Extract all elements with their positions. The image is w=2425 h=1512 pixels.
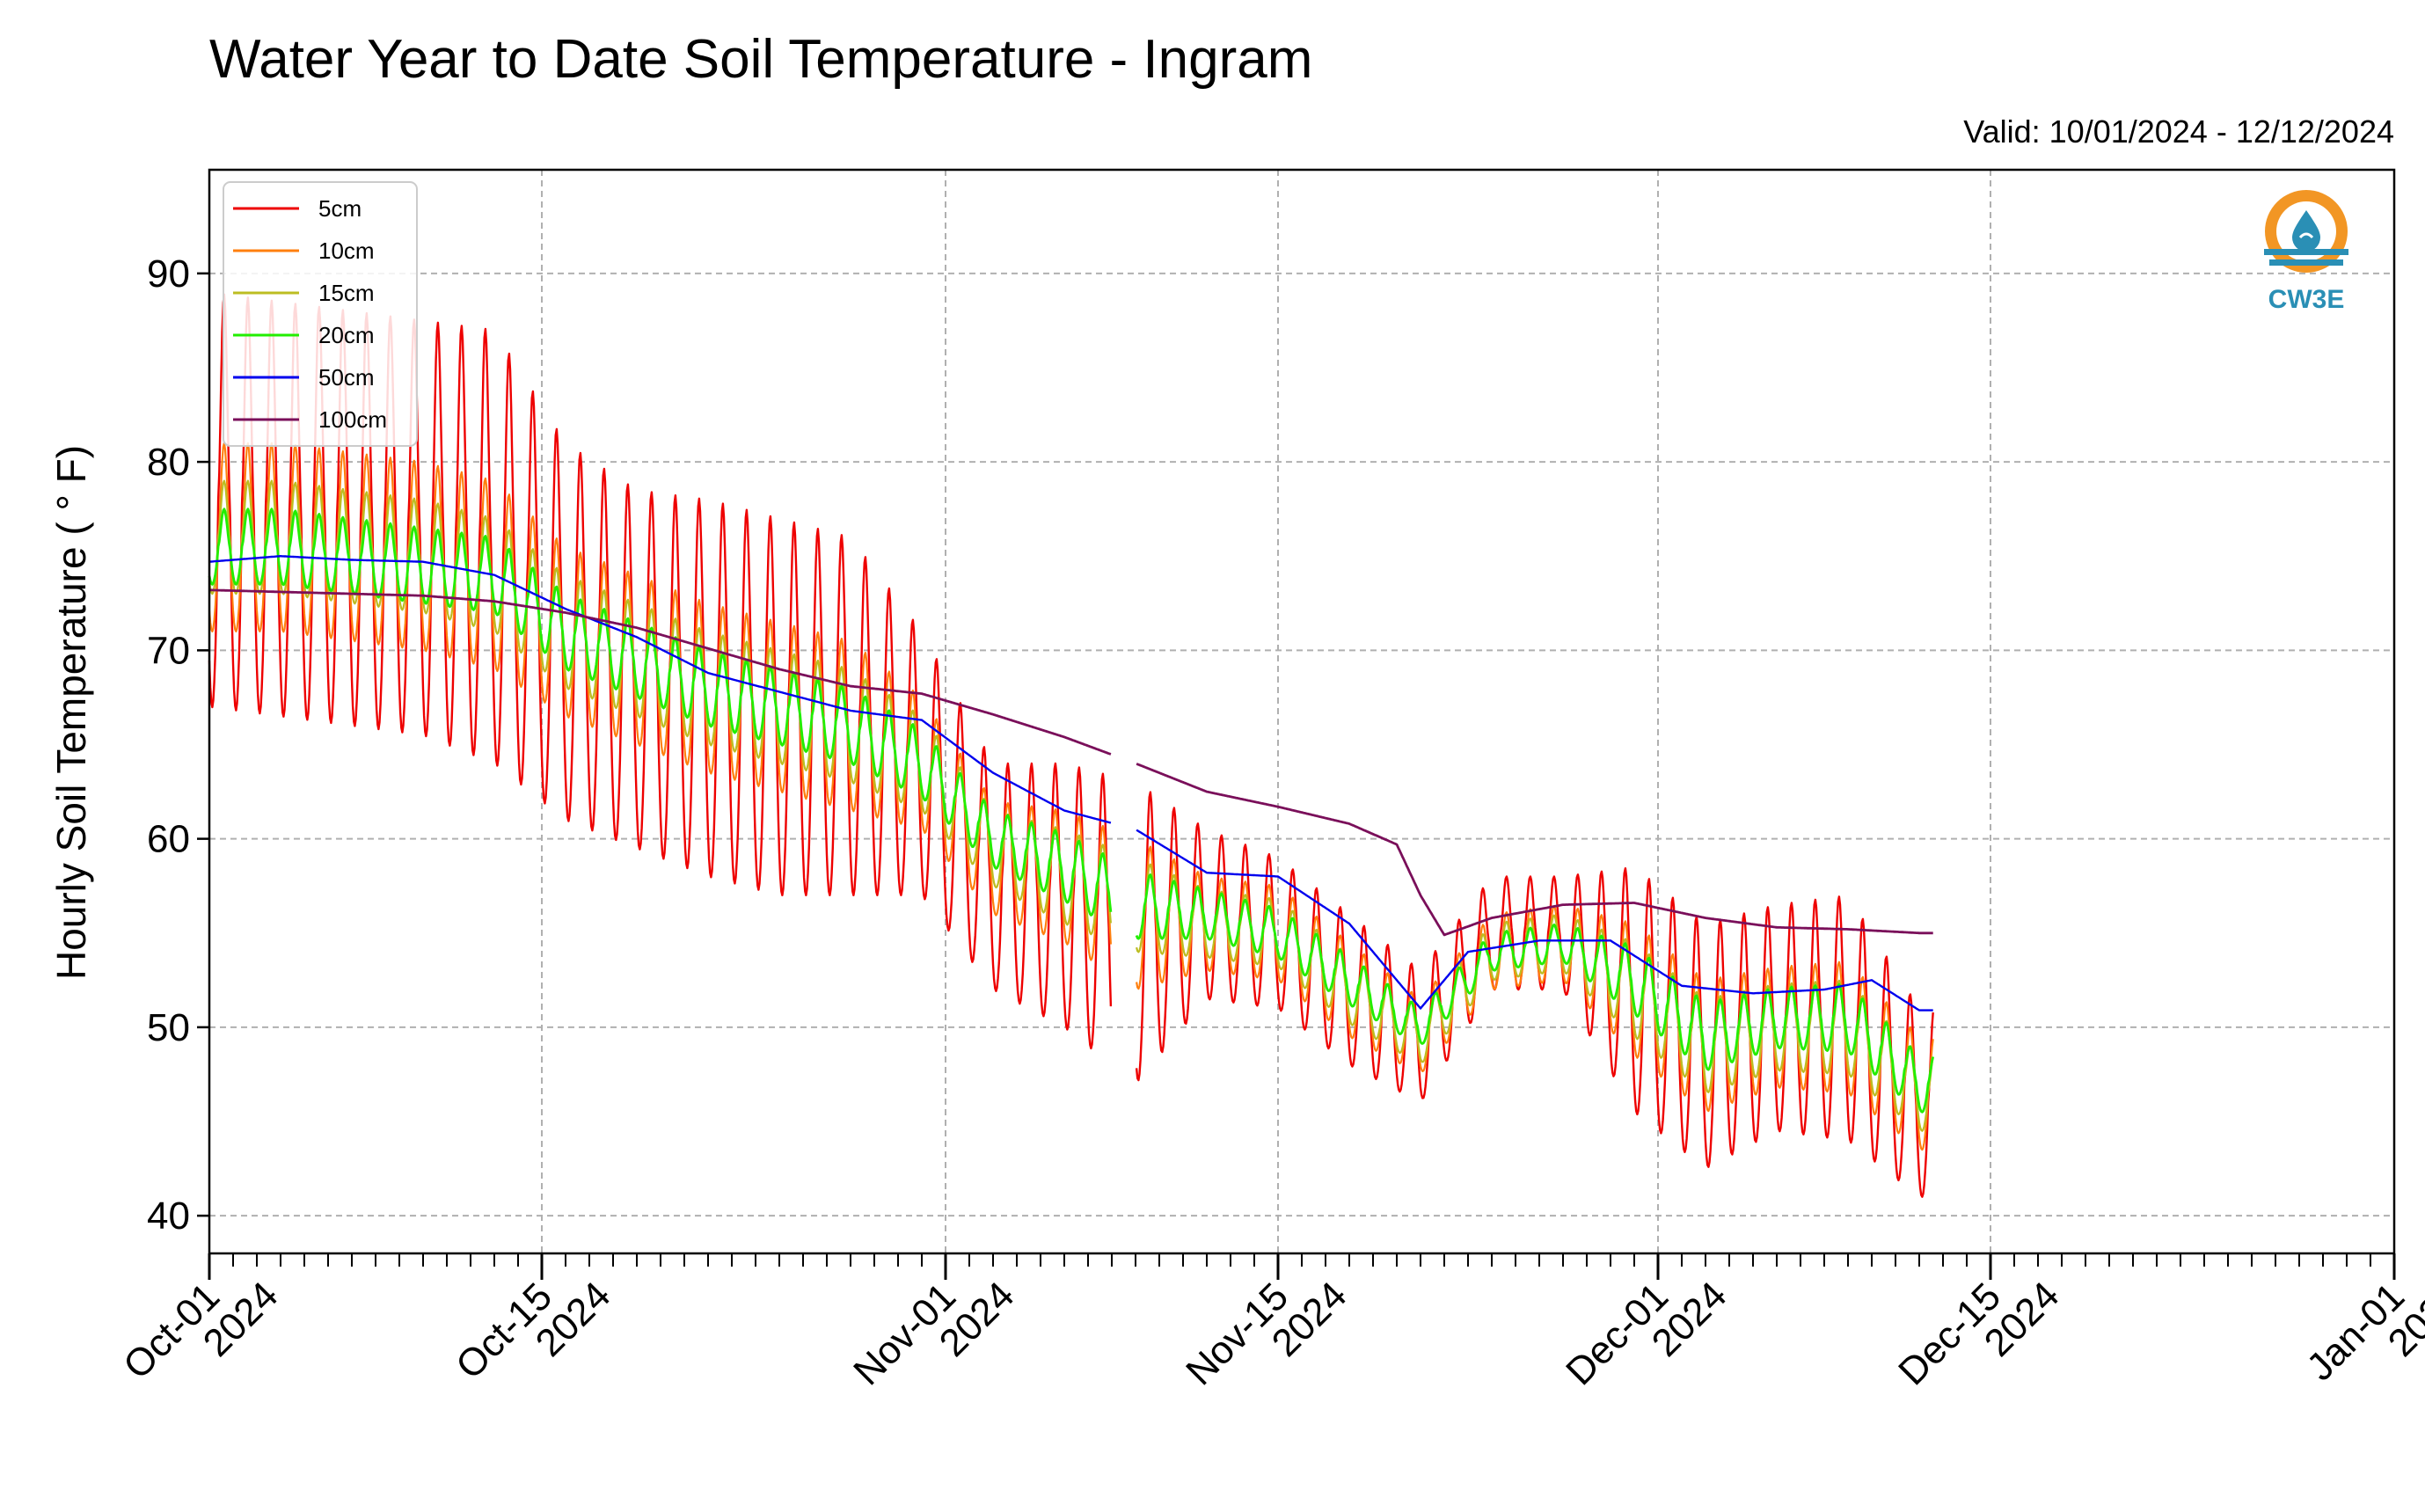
series-line-20cm [208,508,1935,1114]
series-line-50cm [208,555,1933,1012]
legend-label: 20cm [318,322,375,348]
axes: 40 50 60 70 80 90 Oct-012024 Oct-152024 Nov-0120… [115,252,2425,1421]
legend-label: 100cm [318,406,387,433]
y-tick-label: 70 [147,629,190,672]
x-tick-label: Oct-152024 [448,1245,618,1415]
logo-text: CW3E [2268,285,2345,314]
x-tick-label: Oct-012024 [115,1245,286,1415]
valid-date-range: Valid: 10/01/2024 - 12/12/2024 [1963,113,2394,150]
series-line-5cm [208,293,1934,1198]
x-tick-label: Nov-012024 [845,1245,1022,1421]
chart-title: Water Year to Date Soil Temperature - In… [209,29,1312,90]
legend-label: 50cm [318,364,375,391]
water-drop-logo-icon [2264,190,2348,273]
y-tick-label: 40 [147,1194,190,1238]
legend-label: 10cm [318,237,375,264]
series-layer [208,293,1935,1198]
y-tick-label: 90 [147,252,190,296]
y-tick-label: 50 [147,1006,190,1049]
y-tick-label: 60 [147,818,190,861]
legend-label: 15cm [318,280,375,306]
legend: 5cm 10cm 15cm 20cm 50cm 100cm [223,181,418,447]
y-axis-label: Hourly Soil Temperature ( ° F) [48,445,94,980]
plot-frame [208,168,2396,1255]
y-tick-label: 80 [147,441,190,484]
legend-box [223,181,418,447]
cw3e-logo: CW3E [2264,190,2348,314]
legend-label: 5cm [318,195,362,222]
series-line-100cm [208,588,1933,937]
x-tick-label: Dec-152024 [1890,1245,2067,1421]
grid-lines [209,170,2394,1253]
x-tick-label: Dec-012024 [1558,1245,1735,1421]
x-tick-label: Jan-012025 [2298,1245,2425,1417]
x-tick-label: Nov-152024 [1178,1245,1355,1421]
